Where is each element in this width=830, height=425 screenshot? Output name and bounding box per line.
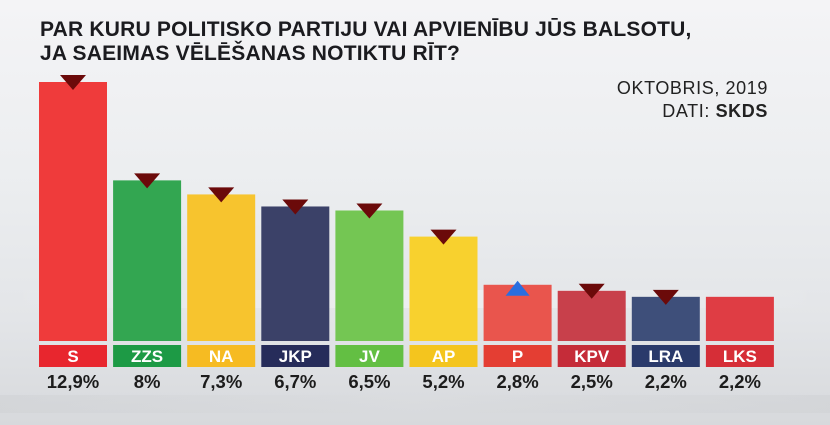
category-label: P	[512, 347, 523, 366]
category-label-bg	[335, 345, 404, 367]
bar-na	[187, 194, 256, 341]
category-label-bg	[705, 345, 774, 367]
survey-date: OKTOBRIS, 2019	[616, 78, 768, 98]
chart-meta: OKTOBRIS, 2019 DATI: SKDS	[617, 77, 768, 123]
source-name: SKDS	[715, 101, 768, 121]
chart-title: PAR KURU POLITISKO PARTIJU VAI APVIENĪBU…	[40, 18, 780, 66]
value-label: 8%	[134, 371, 161, 392]
category-label-bg	[409, 345, 478, 367]
value-label: 5,2%	[422, 371, 464, 392]
title-line-1: PAR KURU POLITISKO PARTIJU VAI APVIENĪBU…	[40, 18, 692, 41]
title-line-2: JA SAEIMAS VĒLĒŠANAS NOTIKTU RĪT?	[40, 42, 461, 65]
category-label-bg	[261, 345, 330, 367]
value-label: 2,2%	[719, 371, 761, 392]
category-label-bg	[483, 345, 552, 367]
value-label: 2,5%	[571, 371, 613, 392]
value-label: 12,9%	[47, 371, 99, 392]
bar-zzs	[113, 180, 182, 341]
data-source: DATI: SKDS	[617, 100, 768, 123]
trend-down-icon	[356, 203, 383, 219]
category-label: JKP	[279, 347, 312, 366]
category-label-bg	[39, 345, 107, 367]
category-label-bg	[631, 345, 700, 367]
value-label: 6,7%	[274, 371, 316, 392]
background-stripe	[0, 395, 830, 413]
bar-s	[39, 82, 107, 341]
category-label: S	[67, 347, 78, 366]
bar-lks	[705, 296, 774, 341]
category-label: ZZS	[131, 347, 163, 366]
value-label: 7,3%	[200, 371, 242, 392]
category-label: NA	[209, 347, 234, 366]
category-label: LKS	[723, 347, 757, 366]
trend-down-icon	[134, 173, 161, 189]
category-label: AP	[432, 347, 456, 366]
value-label: 2,8%	[497, 371, 539, 392]
trend-down-icon	[430, 229, 457, 245]
trend-down-icon	[282, 199, 309, 215]
category-label: KPV	[574, 347, 610, 366]
bar-ap	[409, 236, 478, 341]
bar-kpv	[557, 290, 626, 341]
value-label: 6,5%	[348, 371, 390, 392]
category-label: LRA	[648, 347, 683, 366]
category-label-bg	[557, 345, 626, 367]
value-label: 2,2%	[645, 371, 687, 392]
trend-down-icon	[60, 75, 86, 90]
bar-jkp	[261, 206, 330, 341]
trend-down-icon	[208, 187, 235, 203]
trend-down-icon	[578, 283, 605, 299]
trend-down-icon	[652, 289, 679, 305]
bar-jv	[335, 210, 404, 341]
source-prefix: DATI:	[662, 101, 710, 121]
category-label: JV	[359, 347, 380, 366]
category-label-bg	[113, 345, 182, 367]
category-label-bg	[187, 345, 256, 367]
trend-up-icon	[505, 280, 530, 296]
